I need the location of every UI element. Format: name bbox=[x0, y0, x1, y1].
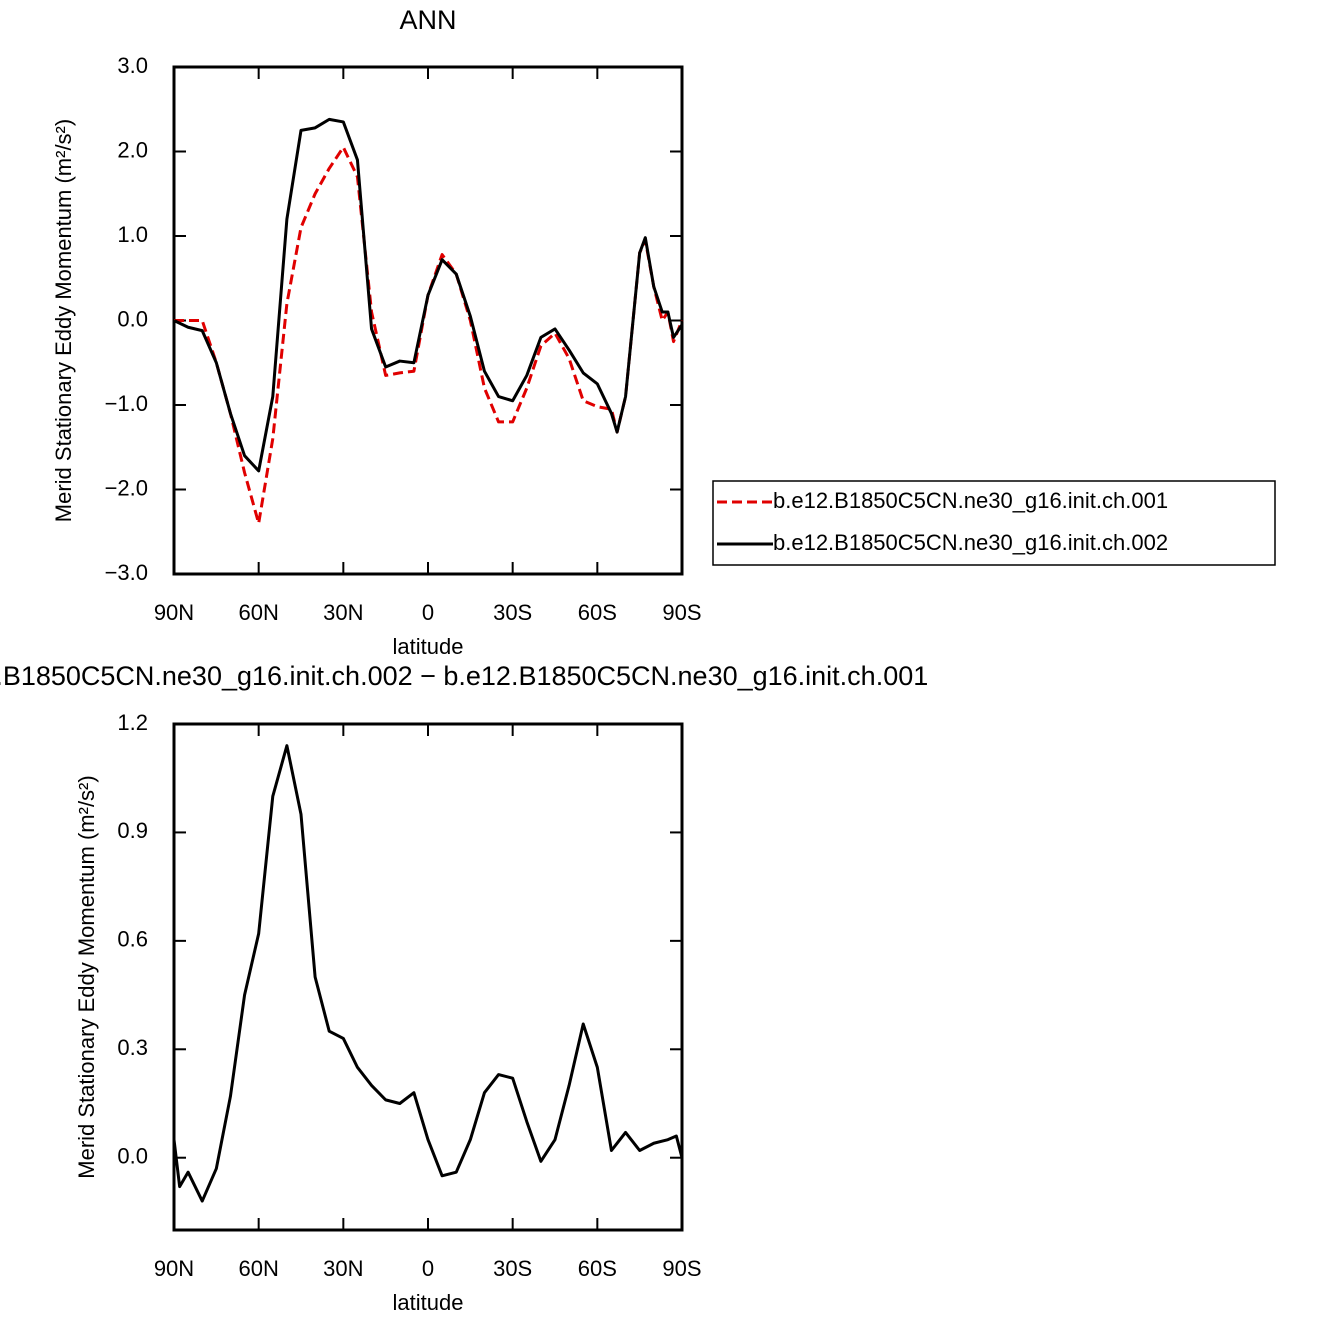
x-tick-label: 90N bbox=[154, 1256, 194, 1281]
legend-box bbox=[712, 480, 1276, 566]
y-tick-label: 0.3 bbox=[117, 1035, 148, 1060]
y-tick-label: 2.0 bbox=[117, 137, 148, 162]
y-tick-label: 0.6 bbox=[117, 927, 148, 952]
y-tick-label: −1.0 bbox=[105, 391, 148, 416]
data-line bbox=[172, 744, 684, 1203]
x-tick-label: 30N bbox=[323, 600, 363, 625]
x-axis-label: latitude bbox=[393, 1290, 464, 1315]
y-tick-label: 0.0 bbox=[117, 306, 148, 331]
x-tick-label: 0 bbox=[422, 600, 434, 625]
x-tick-label: 60N bbox=[238, 600, 278, 625]
y-axis-label: Merid Stationary Eddy Momentum (m²/s²) bbox=[51, 119, 76, 522]
x-tick-label: 30S bbox=[493, 600, 532, 625]
y-tick-label: 1.2 bbox=[117, 710, 148, 735]
chart-title: ANN bbox=[399, 5, 456, 35]
x-tick-label: 60N bbox=[238, 1256, 278, 1281]
data-line bbox=[173, 117, 684, 473]
x-tick-label: 90S bbox=[662, 600, 701, 625]
x-tick-label: 30S bbox=[493, 1256, 532, 1281]
y-tick-label: 0.9 bbox=[117, 818, 148, 843]
x-tick-label: 90N bbox=[154, 600, 194, 625]
y-tick-label: 1.0 bbox=[117, 222, 148, 247]
y-tick-label: −2.0 bbox=[105, 475, 148, 500]
y-axis-label: Merid Stationary Eddy Momentum (m²/s²) bbox=[74, 775, 99, 1178]
y-tick-label: 3.0 bbox=[117, 53, 148, 78]
x-tick-label: 60S bbox=[578, 600, 617, 625]
x-tick-label: 90S bbox=[662, 1256, 701, 1281]
data-line bbox=[174, 145, 684, 525]
x-tick-label: 60S bbox=[578, 1256, 617, 1281]
x-axis-label: latitude bbox=[393, 634, 464, 659]
y-tick-label: 0.0 bbox=[117, 1144, 148, 1169]
legend-label: b.e12.B1850C5CN.ne30_g16.init.ch.001 bbox=[773, 488, 1168, 513]
x-tick-label: 30N bbox=[323, 1256, 363, 1281]
plot-frame bbox=[172, 722, 684, 1232]
y-tick-label: −3.0 bbox=[105, 560, 148, 585]
chart-title: b.e12.B1850C5CN.ne30_g16.init.ch.002 − b… bbox=[0, 661, 928, 691]
x-tick-label: 0 bbox=[422, 1256, 434, 1281]
legend-label: b.e12.B1850C5CN.ne30_g16.init.ch.002 bbox=[773, 530, 1168, 555]
